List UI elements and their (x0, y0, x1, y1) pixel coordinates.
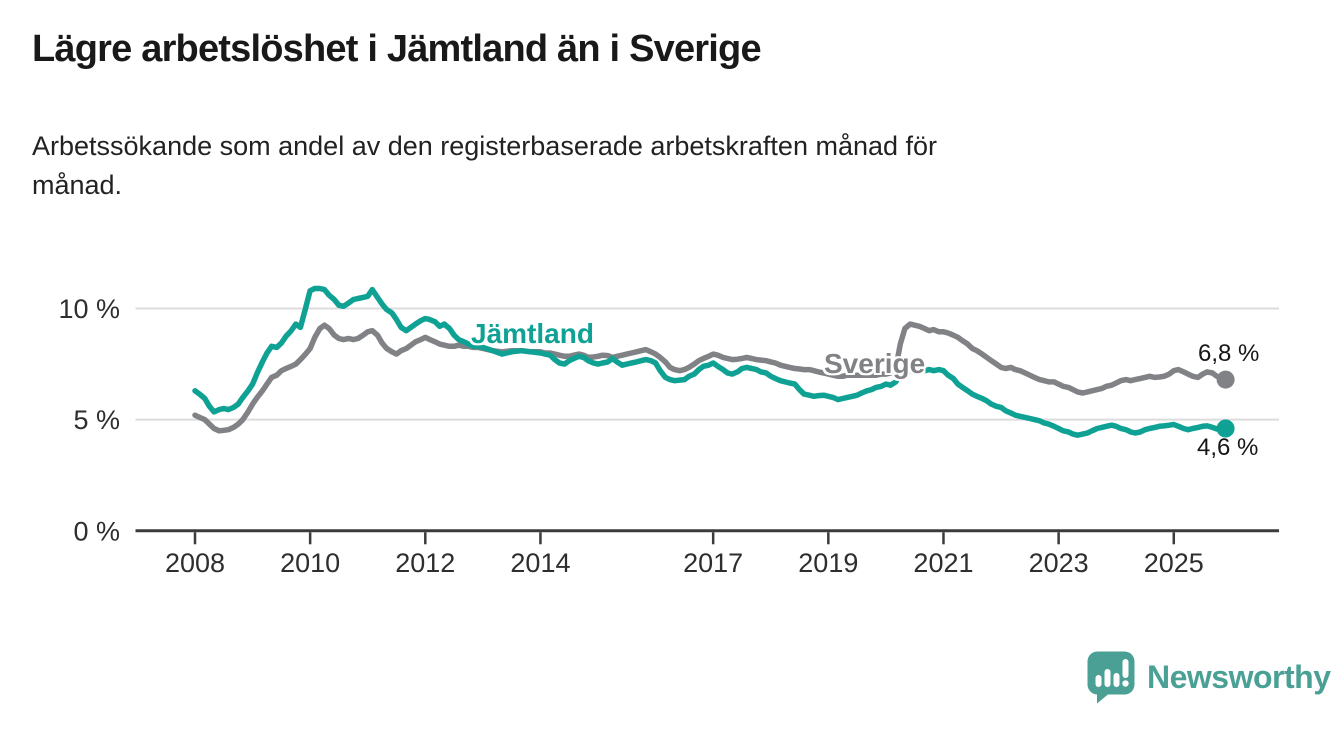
x-tick-label: 2014 (510, 548, 570, 578)
series-label-jamtland: Jämtland (471, 318, 594, 349)
y-tick-label: 0 % (73, 516, 120, 546)
page-title: Lägre arbetslöshet i Jämtland än i Sveri… (32, 28, 762, 70)
chart-subtitle: Arbetssökande som andel av den registerb… (32, 127, 937, 205)
subtitle-line-1: Arbetssökande som andel av den registerb… (32, 131, 938, 161)
series-label-sverige: Sverige (824, 348, 926, 379)
series-line-Sverige (192, 321, 1229, 434)
y-tick-label: 10 % (58, 294, 120, 324)
end-value-label-sverige: 6,8 % (1198, 340, 1260, 367)
series-end-dot-Sverige (1216, 370, 1235, 389)
newsworthy-bars-icon (1087, 651, 1135, 704)
series-line-Jämtland (192, 285, 1229, 438)
series-end-dot-Jämtland (1216, 419, 1235, 438)
x-tick-label: 2017 (683, 548, 743, 578)
x-tick-label: 2021 (913, 548, 973, 578)
end-value-label-jamtland: 4,6 % (1197, 434, 1259, 461)
x-tick-label: 2023 (1029, 548, 1089, 578)
x-tick-label: 2010 (280, 548, 340, 578)
subtitle-line-2: månad. (32, 170, 123, 200)
x-tick-label: 2019 (798, 548, 858, 578)
y-tick-label: 5 % (73, 405, 120, 435)
brand-name: Newsworthy (1147, 659, 1331, 695)
x-tick-label: 2008 (165, 548, 225, 578)
newsworthy-logo: Newsworthy (1086, 650, 1331, 705)
x-tick-label: 2025 (1144, 548, 1204, 578)
x-tick-label: 2012 (395, 548, 455, 578)
